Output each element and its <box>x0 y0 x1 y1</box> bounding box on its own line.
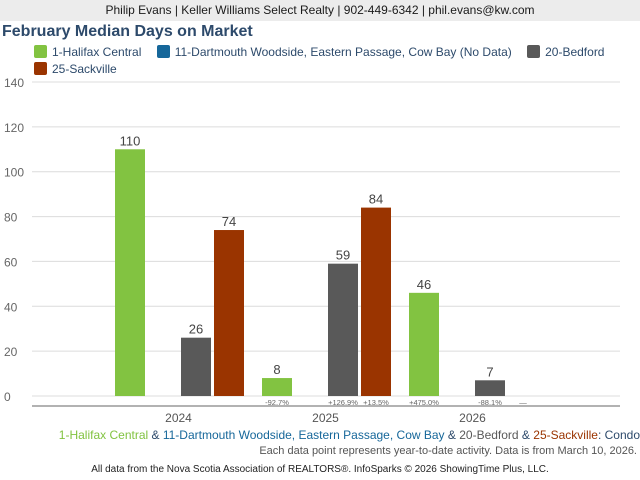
change-label: +475.0% <box>409 398 439 407</box>
data-label: 59 <box>336 248 350 263</box>
footer-area-part: & <box>148 428 163 442</box>
footer-area-part: 25-Sackville <box>533 428 598 442</box>
legend-swatch-dartmouth <box>156 45 170 58</box>
data-label: 74 <box>222 214 236 229</box>
footer-area-part: 1-Halifax Central <box>58 428 149 442</box>
agent-contact-bar: Philip Evans | Keller Williams Select Re… <box>0 0 640 21</box>
data-label: 26 <box>189 322 203 337</box>
legend-swatch-halifax-central <box>34 45 47 58</box>
x-tick-label: 2024 <box>165 411 192 425</box>
x-tick-label: 2026 <box>459 411 486 425</box>
footer-area-part: & <box>518 428 534 442</box>
footer-area-description: 1-Halifax Central & 11-Dartmouth Woodsid… <box>59 428 640 442</box>
y-tick-label: 0 <box>4 390 11 404</box>
change-label: -88.1% <box>478 398 502 407</box>
footer-source: All data from the Nova Scotia Associatio… <box>91 464 549 475</box>
y-tick-label: 120 <box>4 121 24 135</box>
legend-item-bedford[interactable]: 20-Bedford <box>527 44 604 59</box>
legend-label-dartmouth: 11-Dartmouth Woodside, Eastern Passage, … <box>174 44 512 59</box>
data-label: 84 <box>369 192 383 207</box>
y-tick-label: 40 <box>4 300 18 314</box>
bar <box>475 380 505 396</box>
footer-data-note: Each data point represents year-to-date … <box>259 445 637 457</box>
change-label: — <box>519 398 527 407</box>
legend-swatch-sackville <box>34 62 47 75</box>
legend-label-sackville: 25-Sackville <box>52 61 117 76</box>
change-label: +13.5% <box>363 398 389 407</box>
y-tick-label: 60 <box>4 255 18 269</box>
chart-legend: 1-Halifax Central 11-Dartmouth Woodside,… <box>34 44 634 78</box>
footer-area-part: 20-Bedford <box>459 428 519 442</box>
y-tick-label: 100 <box>4 166 24 180</box>
bar <box>328 263 358 396</box>
bar <box>409 292 439 396</box>
y-tick-label: 20 <box>4 345 18 359</box>
legend-label-halifax-central: 1-Halifax Central <box>52 44 142 59</box>
data-label: 8 <box>273 362 280 377</box>
data-label: 110 <box>120 133 141 148</box>
legend-item-halifax-central[interactable]: 1-Halifax Central <box>34 44 141 59</box>
x-tick-label: 2025 <box>312 411 339 425</box>
y-tick-label: 80 <box>4 211 18 225</box>
footer-area-part: 11-Dartmouth Woodside, Eastern Passage, … <box>162 428 445 442</box>
bar <box>115 149 145 396</box>
bar-chart: 0 20 40 60 80 100 120 140 2024 2025 2026 110 8 -92.7%… <box>4 76 620 425</box>
change-label: -92.7% <box>265 398 289 407</box>
legend-label-bedford: 20-Bedford <box>545 44 605 59</box>
change-label: +126.9% <box>328 398 358 407</box>
footer-area-part: & <box>444 428 460 442</box>
footer-area-part: : Condo <box>597 428 640 442</box>
data-label: 46 <box>417 277 431 292</box>
data-label: 7 <box>486 364 493 379</box>
legend-swatch-bedford <box>527 45 541 58</box>
bar <box>181 337 211 396</box>
agent-contact-text: Philip Evans | Keller Williams Select Re… <box>105 3 535 17</box>
legend-item-dartmouth[interactable]: 11-Dartmouth Woodside, Eastern Passage, … <box>156 44 512 59</box>
bar <box>262 378 292 396</box>
y-tick-label: 140 <box>4 76 24 90</box>
bar <box>214 230 244 396</box>
chart-title: February Median Days on Market <box>2 23 253 40</box>
bar <box>361 207 391 396</box>
legend-item-sackville[interactable]: 25-Sackville <box>34 61 117 76</box>
